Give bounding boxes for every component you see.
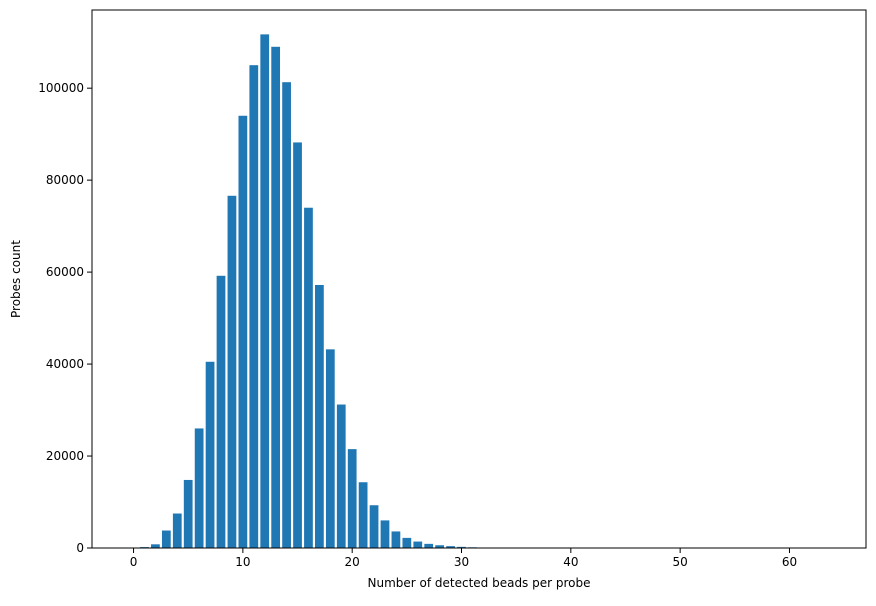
bar — [370, 505, 379, 548]
x-tick-label: 40 — [563, 555, 578, 569]
bar — [326, 349, 335, 548]
x-tick-label: 20 — [345, 555, 360, 569]
x-axis-ticks: 0 10 20 30 40 50 60 — [130, 548, 797, 569]
x-tick-label: 10 — [235, 555, 250, 569]
bars-group — [140, 34, 586, 548]
y-tick-label: 0 — [76, 541, 84, 555]
bar — [348, 449, 357, 548]
bar — [249, 65, 258, 548]
bar — [413, 542, 422, 548]
bar — [282, 82, 291, 548]
y-axis-ticks: 0 20000 40000 60000 80000 100000 — [38, 81, 92, 555]
bar — [381, 520, 390, 548]
y-tick-label: 20000 — [46, 449, 84, 463]
bar — [293, 142, 302, 548]
bar — [173, 514, 182, 548]
bar — [402, 538, 411, 548]
bar — [206, 362, 215, 548]
bar — [304, 208, 313, 548]
x-tick-label: 0 — [130, 555, 138, 569]
bar — [217, 276, 226, 548]
bar — [271, 47, 280, 548]
y-axis-label: Probes count — [9, 240, 23, 318]
x-axis-label: Number of detected beads per probe — [367, 576, 590, 590]
x-tick-label: 50 — [673, 555, 688, 569]
x-tick-label: 60 — [782, 555, 797, 569]
y-tick-label: 60000 — [46, 265, 84, 279]
bar — [260, 34, 269, 548]
bar — [162, 531, 171, 548]
bar — [337, 405, 346, 548]
bar — [151, 544, 160, 548]
bar — [238, 116, 247, 548]
bar — [315, 285, 324, 548]
y-tick-label: 100000 — [38, 81, 84, 95]
y-tick-label: 80000 — [46, 173, 84, 187]
x-tick-label: 30 — [454, 555, 469, 569]
bar — [424, 544, 433, 548]
y-tick-label: 40000 — [46, 357, 84, 371]
bar — [195, 428, 204, 548]
bar — [228, 196, 237, 548]
bar — [392, 531, 401, 548]
bar — [359, 482, 368, 548]
bar — [184, 480, 193, 548]
